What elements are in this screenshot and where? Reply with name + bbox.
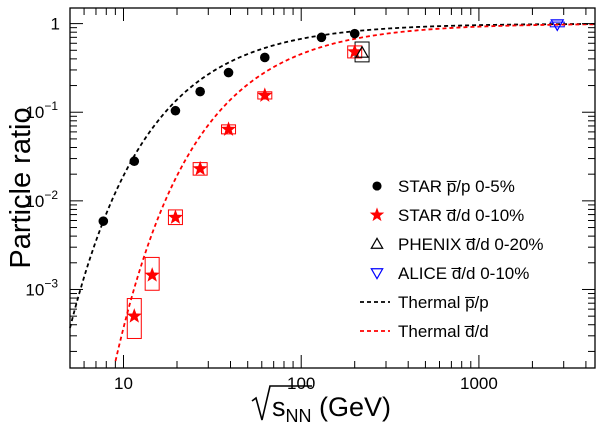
legend-label-2: PHENIX d̅/d 0-20%: [398, 235, 544, 254]
legend-label-4: Thermal p̅/p: [398, 293, 489, 312]
sys-box-1-1: [144, 256, 160, 291]
legend-marker-2: [370, 237, 384, 249]
legend-label-0: STAR p̅/p 0-5%: [398, 177, 515, 196]
point-1-5: [257, 87, 273, 102]
y-axis-title: Particle ratio: [5, 107, 37, 268]
sys-box-1-0: [126, 298, 142, 339]
legend-label-1: STAR d̅/d 0-10%: [398, 206, 524, 225]
point-0-1: [129, 156, 140, 167]
point-0-0: [98, 216, 109, 226]
y-tick-label: 1: [51, 15, 60, 34]
point-1-3: [192, 160, 208, 176]
sqrt-sign: [251, 385, 312, 421]
point-1-2: [167, 209, 184, 224]
x-axis-title-sub: NN: [286, 406, 312, 426]
legend-marker-0: [372, 181, 382, 191]
y-tick-label: 10−3: [25, 276, 58, 299]
point-2-0: [355, 45, 370, 58]
x-tick-label: 10: [114, 374, 133, 393]
x-tick-label: 1000: [460, 374, 498, 393]
point-0-6: [316, 32, 327, 43]
point-1-6: [347, 43, 363, 59]
x-axis-title: sNN (GeV): [251, 385, 391, 426]
thermal-curve-1: [114, 23, 596, 362]
thermal-curves: [69, 23, 596, 362]
x-axis-title-base: s: [272, 392, 286, 422]
thermal-curve-0: [69, 23, 596, 329]
tick-labels: 10 100 1000 1 10−1 10−2 10−3: [25, 15, 497, 393]
svg-text:sNN (GeV): sNN (GeV): [272, 392, 391, 426]
point-0-5: [260, 52, 270, 63]
legend-label-5: Thermal d̅/d: [398, 322, 489, 341]
legend-marker-3: [370, 268, 384, 280]
point-0-4: [223, 67, 234, 78]
point-1-4: [220, 121, 237, 136]
point-3-0: [550, 19, 565, 32]
point-0-3: [195, 86, 205, 97]
legend: STAR p̅/p 0-5% STAR d̅/d 0-10% PHENIX d̅/d…: [360, 177, 544, 341]
legend-label-3: ALICE d̅/d 0-10%: [398, 264, 529, 283]
x-tick-label: 100: [287, 374, 315, 393]
plot-frame: [69, 7, 596, 369]
point-1-0: [126, 308, 142, 323]
point-0-2: [170, 105, 181, 116]
axis-ticks: [69, 8, 595, 368]
point-0-7: [349, 28, 360, 39]
data-points: [98, 19, 565, 323]
y-tick-label: 10−2: [25, 188, 58, 211]
x-axis-title-unit: (GeV): [312, 392, 392, 422]
y-tick-label: 10−1: [25, 99, 58, 122]
point-1-1: [144, 267, 160, 282]
legend-marker-1: [369, 207, 385, 222]
